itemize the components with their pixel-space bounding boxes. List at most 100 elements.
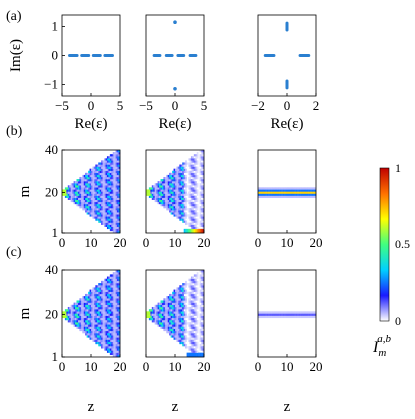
heatmap-cell xyxy=(99,212,102,215)
heatmap-cell xyxy=(202,195,205,198)
heatmap-cell xyxy=(177,216,180,219)
heatmap-cell xyxy=(151,306,154,310)
heatmap-cell xyxy=(98,218,100,221)
heatmap-cell xyxy=(271,313,273,316)
heatmap-cell xyxy=(202,274,205,277)
heatmap-cell xyxy=(201,348,203,351)
heatmap-cell xyxy=(80,183,83,186)
heatmap-cell xyxy=(175,208,177,211)
heatmap-cell xyxy=(177,168,180,171)
heatmap-cell xyxy=(117,354,119,358)
heatmap-cell xyxy=(156,199,158,203)
heatmap-cell xyxy=(91,296,93,299)
heatmap-cell xyxy=(99,324,102,327)
heatmap-cell xyxy=(91,185,93,188)
heatmap-cell xyxy=(104,326,106,329)
heatmap-cell xyxy=(172,170,174,174)
heatmap-cell xyxy=(83,193,86,196)
heatmap-cell xyxy=(202,172,205,176)
heatmap-cell xyxy=(192,317,195,321)
heatmap-cell xyxy=(106,315,109,319)
heatmap-cell xyxy=(109,218,112,221)
heatmap-cell xyxy=(106,296,109,299)
heatmap-cell xyxy=(160,189,163,192)
heatmap-cell xyxy=(182,210,184,213)
heatmap-cell xyxy=(151,197,154,200)
heatmap-cell xyxy=(202,222,205,225)
heatmap-cell xyxy=(195,172,197,176)
heatmap-cell xyxy=(115,158,118,161)
heatmap-cell xyxy=(179,168,181,171)
heatmap-cell xyxy=(195,302,197,305)
heatmap-cell xyxy=(104,187,106,190)
heatmap-cell xyxy=(89,181,92,184)
heatmap-cell xyxy=(108,328,111,332)
heatmap-cell xyxy=(102,313,105,316)
heatmap-cell xyxy=(95,315,97,319)
heatmap-cell xyxy=(112,300,115,303)
heatmap-cell xyxy=(150,317,152,321)
heatmap-cell xyxy=(105,168,108,171)
heatmap-cell xyxy=(195,311,197,314)
heatmap-cell xyxy=(179,304,181,308)
heatmap-cell xyxy=(88,210,90,213)
heatmap-cell xyxy=(179,302,181,305)
heatmap-cell xyxy=(266,313,269,316)
heatmap-cell xyxy=(112,152,115,155)
heatmap-cell xyxy=(72,313,74,316)
heatmap-cell xyxy=(99,285,102,288)
heatmap-cell xyxy=(202,210,205,213)
heatmap-cell xyxy=(189,330,192,334)
heatmap-cell xyxy=(166,322,168,325)
heatmap-cell xyxy=(156,183,158,186)
heatmap-cell xyxy=(193,216,196,219)
heatmap-cell xyxy=(183,206,186,209)
heatmap-cell xyxy=(183,220,186,223)
heatmap-cell xyxy=(93,206,96,209)
heatmap-cell xyxy=(161,306,164,310)
heatmap-cell xyxy=(188,309,190,312)
heatmap-cell xyxy=(118,300,121,303)
heatmap-cell xyxy=(118,176,121,180)
heatmap-cell xyxy=(310,313,312,316)
heatmap-cell xyxy=(112,313,115,316)
heatmap-cell xyxy=(260,191,263,194)
heatmap-cell xyxy=(114,191,116,194)
heatmap-cell xyxy=(83,179,86,182)
heatmap-cell xyxy=(92,193,95,196)
heatmap-cell xyxy=(109,206,112,209)
heatmap-cell xyxy=(300,193,302,196)
heatmap-cell xyxy=(160,313,163,316)
heatmap-cell xyxy=(117,296,119,299)
heatmap-cell xyxy=(170,187,173,190)
heatmap-cell xyxy=(118,183,121,186)
heatmap-cell xyxy=(199,315,202,319)
heatmap-cell xyxy=(202,224,205,227)
heatmap-cell xyxy=(112,158,115,161)
heatmap-cell xyxy=(102,283,105,286)
heatmap-cell xyxy=(95,197,97,200)
heatmap-cell xyxy=(98,179,100,182)
heatmap-cell xyxy=(115,335,118,338)
heatmap-cell xyxy=(180,183,183,186)
heatmap-cell xyxy=(80,199,83,203)
heatmap-cell xyxy=(186,337,189,340)
heatmap-cell xyxy=(112,272,115,275)
heatmap-cell xyxy=(282,191,285,194)
heatmap-cell xyxy=(163,193,166,196)
heatmap-cell xyxy=(153,313,155,316)
heatmap-cell xyxy=(114,317,116,321)
heatmap-cell xyxy=(183,300,186,303)
heatmap-cell xyxy=(91,333,93,336)
heatmap-cell xyxy=(66,311,68,314)
heatmap-cell xyxy=(182,304,184,308)
heatmap-cell xyxy=(183,218,186,221)
heatmap-cell xyxy=(182,335,184,338)
heatmap-cell xyxy=(83,208,86,211)
heatmap-cell xyxy=(154,195,157,198)
heatmap-cell xyxy=(96,197,99,200)
heatmap-cell xyxy=(169,315,171,319)
heatmap-cell xyxy=(96,311,99,314)
heatmap-cell xyxy=(170,183,173,186)
heatmap-cell xyxy=(292,195,295,198)
